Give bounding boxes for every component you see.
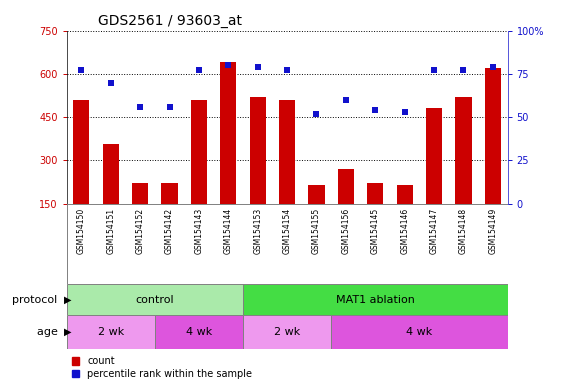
Point: [136, 104, 145, 110]
Text: ▶: ▶: [64, 327, 71, 337]
Text: GSM154145: GSM154145: [371, 208, 380, 254]
Bar: [249, 97, 266, 204]
Point: [429, 67, 438, 73]
Point: [194, 67, 204, 73]
Text: GSM154155: GSM154155: [312, 208, 321, 254]
Text: ▶: ▶: [64, 295, 71, 305]
Bar: [367, 184, 383, 204]
Bar: [455, 97, 472, 204]
Text: age: age: [37, 327, 61, 337]
Text: 2 wk: 2 wk: [97, 327, 124, 337]
Text: GSM154151: GSM154151: [106, 208, 115, 254]
Bar: [67, 315, 155, 349]
Text: MAT1 ablation: MAT1 ablation: [336, 295, 415, 305]
Point: [459, 67, 468, 73]
Text: GSM154153: GSM154153: [253, 208, 262, 254]
Bar: [485, 68, 501, 204]
Bar: [191, 100, 207, 204]
Point: [106, 79, 115, 86]
Bar: [220, 62, 237, 204]
Point: [400, 109, 409, 115]
Point: [165, 104, 174, 110]
Bar: [309, 185, 325, 204]
Text: GSM154154: GSM154154: [282, 208, 292, 254]
Text: GSM154143: GSM154143: [194, 208, 204, 254]
Bar: [338, 169, 354, 204]
Bar: [155, 315, 243, 349]
Bar: [243, 315, 331, 349]
Bar: [73, 100, 89, 204]
Bar: [426, 108, 442, 204]
Text: GSM154146: GSM154146: [400, 208, 409, 254]
Text: GSM154148: GSM154148: [459, 208, 468, 254]
Text: GSM154144: GSM154144: [224, 208, 233, 254]
Point: [224, 62, 233, 68]
Text: 2 wk: 2 wk: [274, 327, 300, 337]
Text: GDS2561 / 93603_at: GDS2561 / 93603_at: [97, 14, 241, 28]
Point: [312, 111, 321, 117]
Text: GSM154156: GSM154156: [342, 208, 350, 254]
Bar: [161, 184, 177, 204]
Text: GSM154147: GSM154147: [430, 208, 438, 254]
Text: GSM154150: GSM154150: [77, 208, 86, 254]
Point: [77, 67, 86, 73]
Bar: [132, 184, 148, 204]
Point: [341, 97, 350, 103]
Bar: [397, 185, 413, 204]
Point: [253, 64, 262, 70]
Text: 4 wk: 4 wk: [406, 327, 433, 337]
Point: [488, 64, 498, 70]
Legend: count, percentile rank within the sample: count, percentile rank within the sample: [71, 356, 252, 379]
Text: protocol: protocol: [12, 295, 61, 305]
Bar: [331, 315, 508, 349]
Point: [371, 107, 380, 113]
Bar: [243, 284, 508, 315]
Text: control: control: [136, 295, 174, 305]
Point: [282, 67, 292, 73]
Bar: [103, 144, 119, 204]
Text: 4 wk: 4 wk: [186, 327, 212, 337]
Bar: [279, 100, 295, 204]
Text: GSM154152: GSM154152: [136, 208, 144, 254]
Text: GSM154149: GSM154149: [488, 208, 497, 254]
Bar: [67, 284, 243, 315]
Text: GSM154142: GSM154142: [165, 208, 174, 254]
